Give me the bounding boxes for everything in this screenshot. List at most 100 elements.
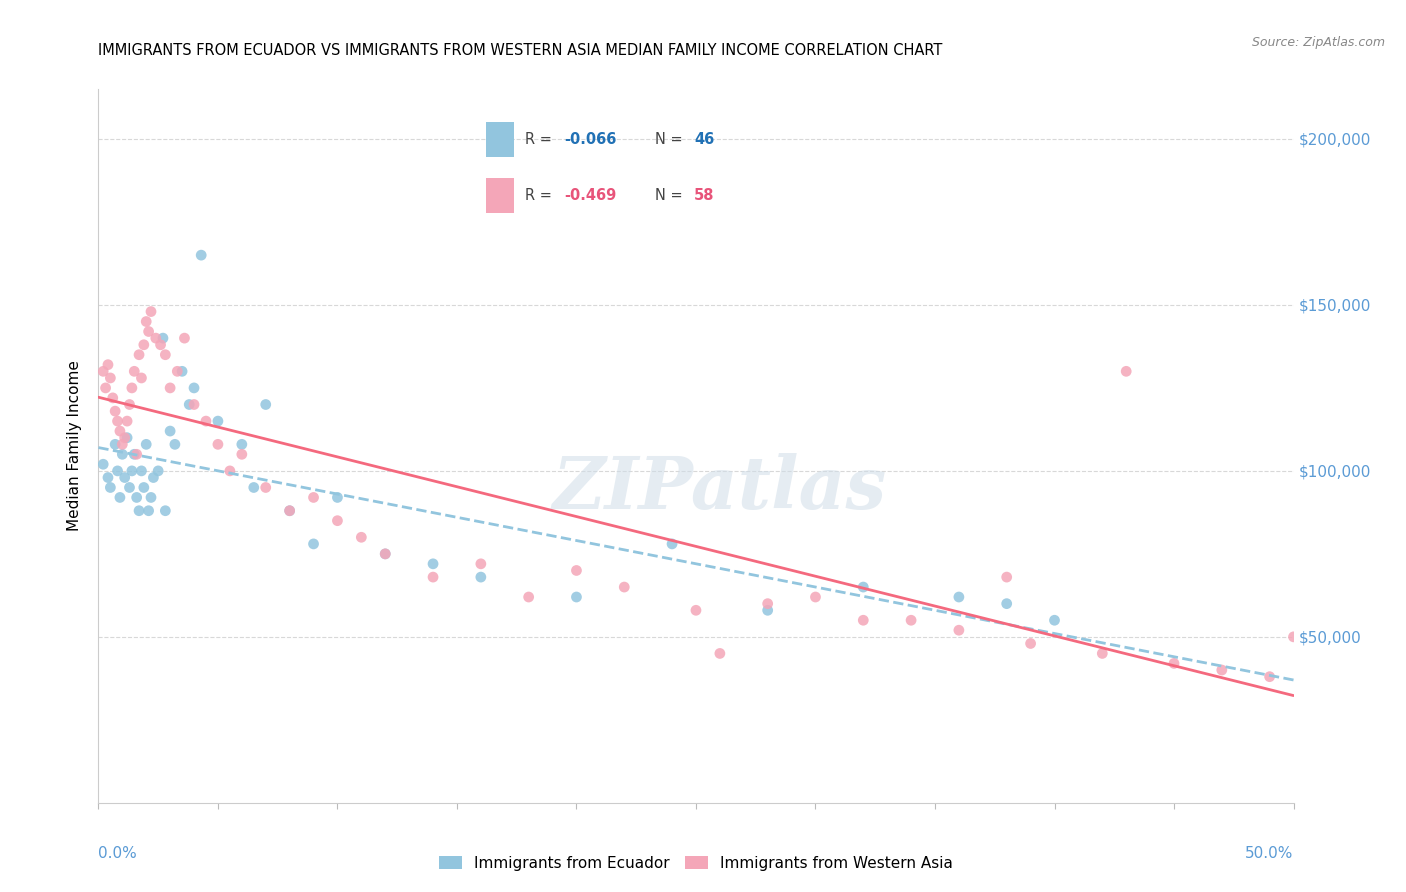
Point (121, 381, 143, 395)
Point (125, 447, 148, 461)
Point (135, 314, 157, 328)
Point (115, 431, 138, 445)
Point (118, 481, 141, 495)
Point (302, 491, 325, 505)
Point (138, 504, 160, 518)
Point (278, 504, 301, 518)
Point (231, 447, 253, 461)
Point (104, 404, 127, 418)
Point (128, 348, 150, 362)
Text: Source: ZipAtlas.com: Source: ZipAtlas.com (1251, 36, 1385, 49)
Point (1115, 364, 1137, 378)
Point (111, 447, 134, 461)
Point (124, 447, 146, 461)
Point (470, 557, 492, 571)
Point (155, 348, 177, 362)
Point (1091, 647, 1114, 661)
Y-axis label: Median Family Income: Median Family Income (67, 360, 83, 532)
Point (97, 470, 120, 484)
Point (98, 481, 122, 495)
Point (422, 557, 444, 571)
Point (1163, 657, 1185, 671)
Point (278, 504, 301, 518)
Point (852, 613, 875, 627)
Point (97, 358, 120, 372)
Text: ZIPatlas: ZIPatlas (553, 453, 887, 524)
Point (1019, 636, 1042, 650)
Point (804, 590, 827, 604)
Point (166, 364, 188, 378)
Point (613, 580, 636, 594)
Point (131, 371, 153, 385)
Point (995, 570, 1018, 584)
Point (302, 537, 325, 551)
Point (139, 304, 162, 318)
Point (231, 437, 253, 451)
Point (254, 397, 277, 411)
Point (685, 603, 707, 617)
Point (132, 481, 155, 495)
Point (159, 381, 181, 395)
Point (326, 514, 349, 528)
Point (111, 437, 134, 451)
Point (207, 414, 229, 428)
Point (179, 397, 201, 411)
Point (661, 537, 683, 551)
Point (139, 491, 162, 505)
Point (107, 464, 129, 478)
Point (194, 414, 218, 428)
Point (948, 624, 970, 638)
Point (207, 437, 229, 451)
Legend: Immigrants from Ecuador, Immigrants from Western Asia: Immigrants from Ecuador, Immigrants from… (433, 850, 959, 877)
Point (350, 530, 373, 544)
Point (91, 457, 114, 471)
Point (470, 570, 492, 584)
Point (115, 414, 138, 428)
Text: IMMIGRANTS FROM ECUADOR VS IMMIGRANTS FROM WESTERN ASIA MEDIAN FAMILY INCOME COR: IMMIGRANTS FROM ECUADOR VS IMMIGRANTS FR… (98, 43, 943, 58)
Point (219, 464, 242, 478)
Point (254, 481, 277, 495)
Point (101, 391, 124, 405)
Point (1043, 613, 1066, 627)
Point (118, 397, 141, 411)
Point (172, 364, 194, 378)
Point (128, 504, 150, 518)
Point (107, 414, 129, 428)
Point (190, 248, 212, 262)
Point (114, 470, 136, 484)
Point (852, 580, 875, 594)
Point (183, 397, 205, 411)
Point (374, 547, 396, 561)
Point (243, 481, 266, 495)
Point (422, 570, 444, 584)
Point (374, 547, 396, 561)
Point (114, 431, 136, 445)
Point (135, 437, 157, 451)
Point (94, 381, 117, 395)
Point (565, 590, 588, 604)
Point (1282, 630, 1305, 644)
Point (756, 603, 779, 617)
Point (1211, 663, 1233, 677)
Point (124, 364, 146, 378)
Point (709, 647, 731, 661)
Point (152, 331, 174, 345)
Point (948, 590, 970, 604)
Point (138, 325, 160, 339)
Point (148, 464, 170, 478)
Point (91, 364, 114, 378)
Point (104, 437, 127, 451)
Point (517, 590, 540, 604)
Point (155, 504, 177, 518)
Point (125, 491, 148, 505)
Point (131, 464, 153, 478)
Point (132, 338, 155, 352)
Point (98, 371, 122, 385)
Point (163, 437, 186, 451)
Point (145, 331, 167, 345)
Point (326, 491, 349, 505)
Text: 0.0%: 0.0% (98, 846, 138, 861)
Point (108, 491, 131, 505)
Point (159, 424, 181, 438)
Point (173, 331, 195, 345)
